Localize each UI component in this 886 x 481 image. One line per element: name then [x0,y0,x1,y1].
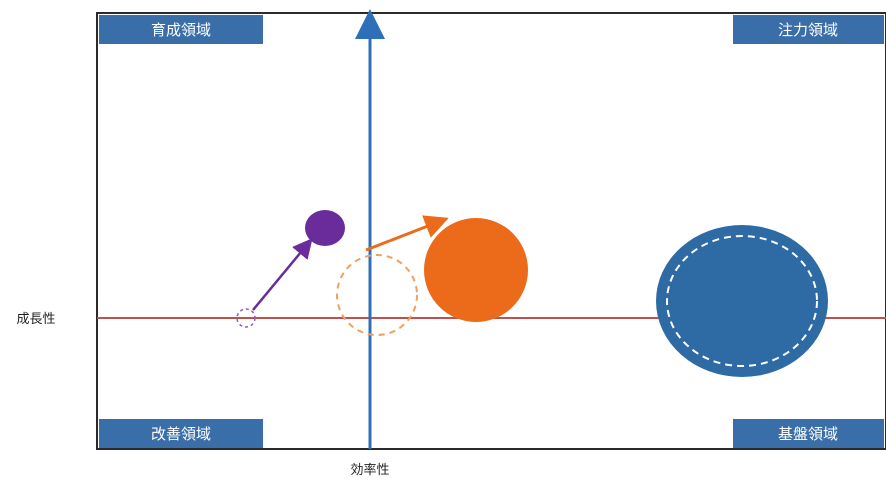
purple-arrow [252,238,313,311]
quadrant-label-text: 育成領域 [151,21,211,39]
quadrant-label-top-right: 注力領域 [733,15,884,44]
orange-bubble [424,218,528,322]
matrix-frame [96,12,886,450]
purple-bubble [305,210,345,246]
quadrant-label-text: 基盤領域 [778,425,838,443]
orange-origin-dashed-circle [336,254,418,336]
horizontal-axis-label: 成長性 [16,312,55,327]
vertical-axis-label: 効率性 [350,462,389,478]
purple-origin-dashed-circle [236,308,256,328]
quadrant-label-top-left: 育成領域 [99,15,263,44]
orange-arrow [365,215,449,252]
quadrant-label-text: 注力領域 [778,21,838,39]
blue-bubble-dashed-ring [666,235,818,367]
quadrant-label-text: 改善領域 [151,425,211,443]
quadrant-label-bottom-left: 改善領域 [99,419,263,448]
blue-bubble [656,225,828,377]
quadrant-label-bottom-right: 基盤領域 [733,419,884,448]
